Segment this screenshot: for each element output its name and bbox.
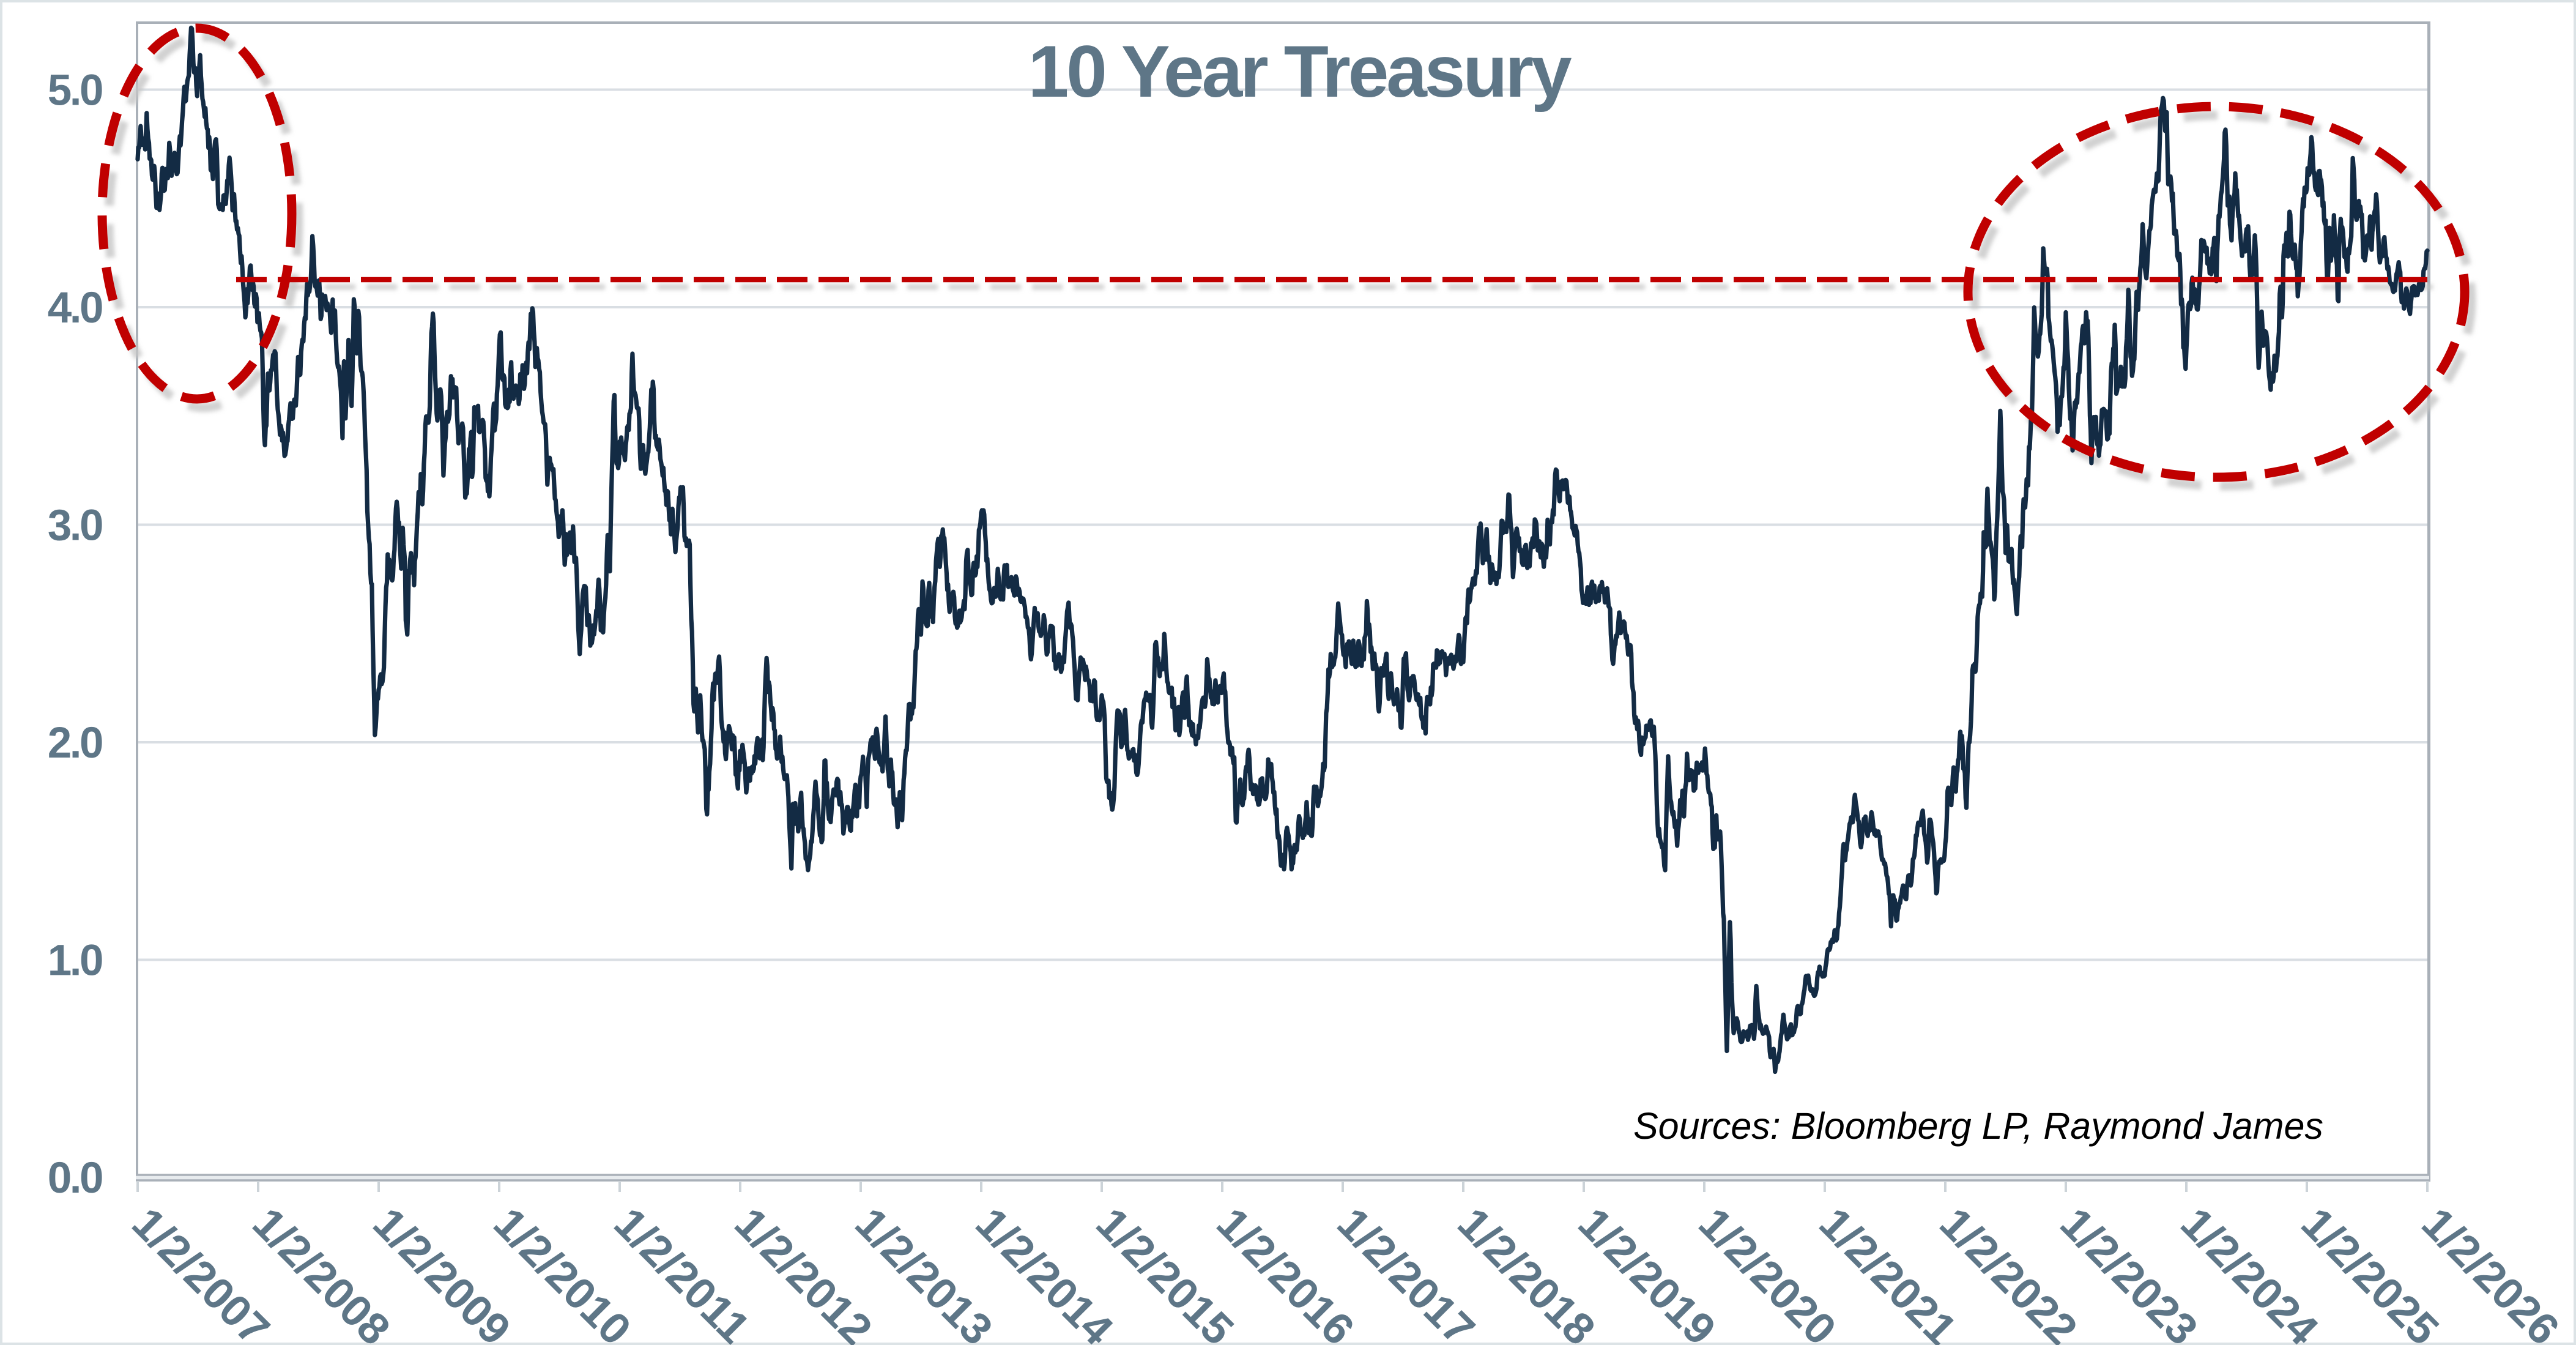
svg-text:5.0: 5.0 xyxy=(48,67,102,115)
svg-text:0.0: 0.0 xyxy=(48,1154,102,1202)
svg-text:10 Year Treasury: 10 Year Treasury xyxy=(1028,31,1572,113)
svg-text:Sources: Bloomberg LP, Raymond: Sources: Bloomberg LP, Raymond James xyxy=(1633,1105,2323,1147)
svg-text:3.0: 3.0 xyxy=(48,502,102,550)
svg-text:1.0: 1.0 xyxy=(48,937,102,985)
svg-text:4.0: 4.0 xyxy=(48,284,102,332)
svg-text:2.0: 2.0 xyxy=(48,719,102,767)
